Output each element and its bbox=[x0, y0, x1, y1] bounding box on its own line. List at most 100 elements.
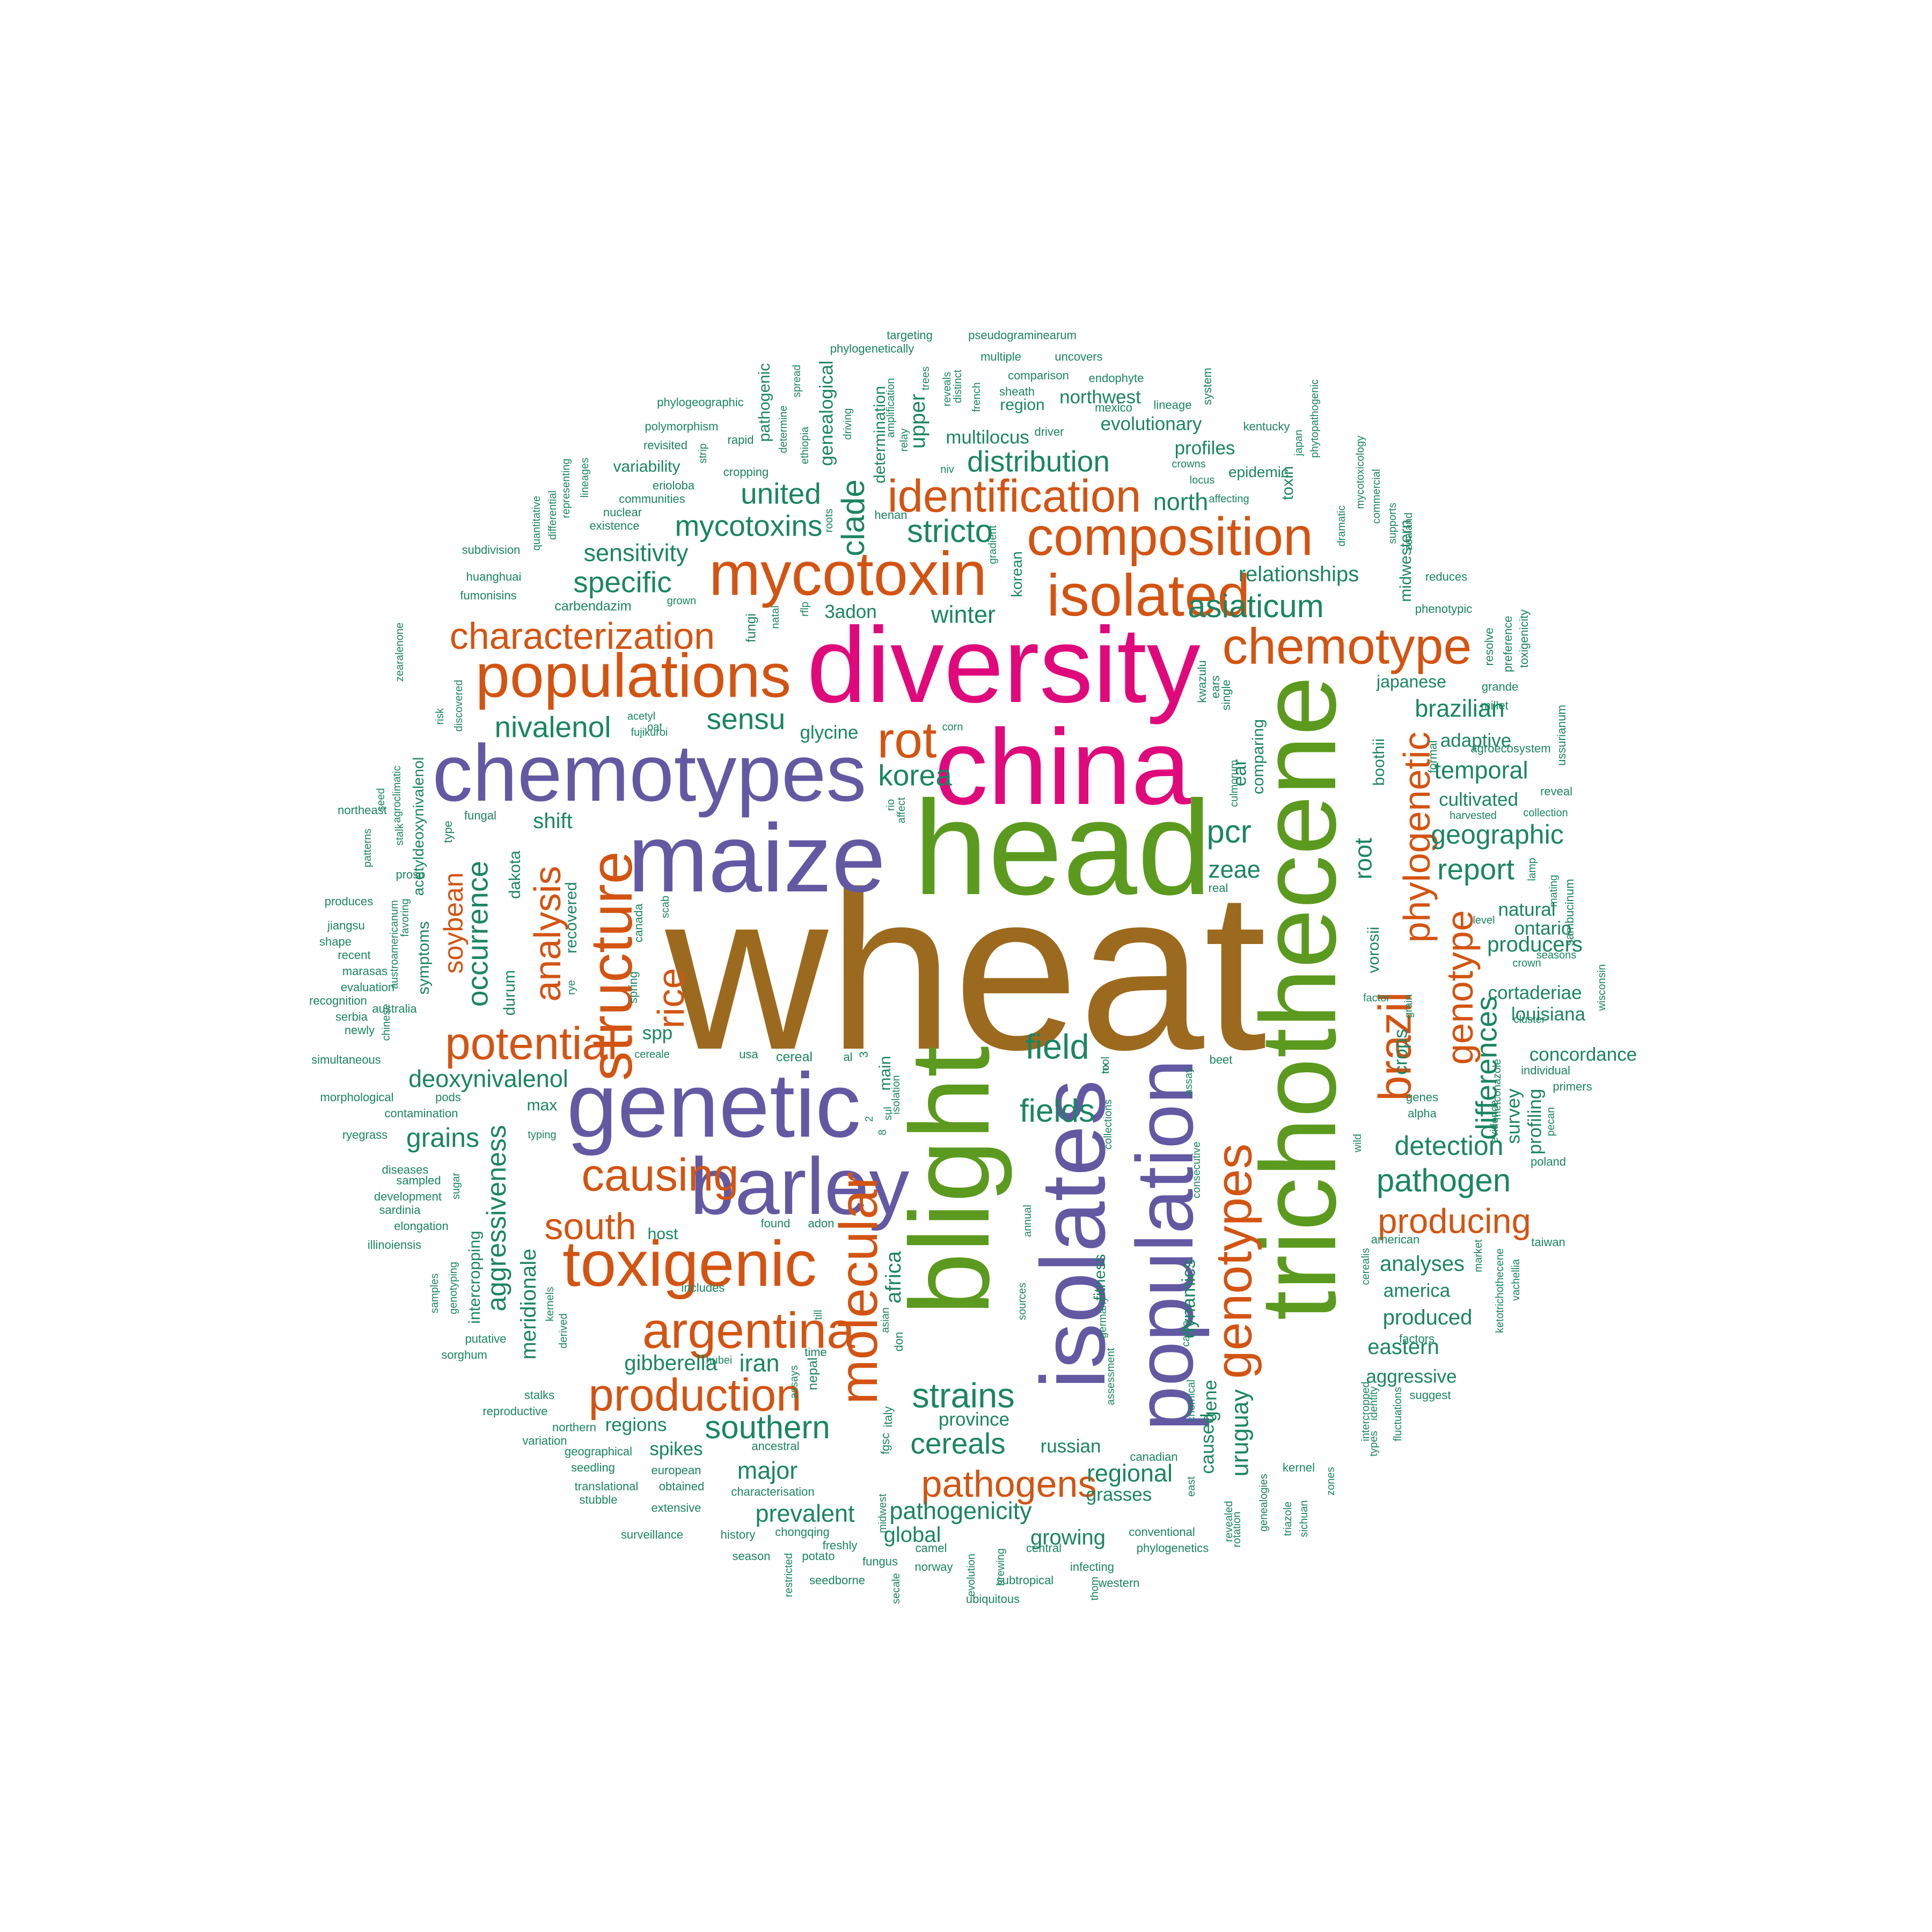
word-rflp: rflp bbox=[799, 602, 811, 617]
word-supports: supports bbox=[1387, 502, 1399, 544]
word-vachellia: vachellia bbox=[1510, 1259, 1522, 1301]
word-rio: rio bbox=[885, 799, 897, 811]
word-surveillance: surveillance bbox=[620, 1528, 684, 1541]
word-seedling: seedling bbox=[571, 1461, 615, 1474]
word-season: season bbox=[732, 1549, 771, 1563]
word-recovered: recovered bbox=[562, 882, 580, 954]
word-evaluation: evaluation bbox=[340, 980, 395, 994]
word-aggressiveness: aggressiveness bbox=[481, 1125, 511, 1312]
word-contamination: contamination bbox=[384, 1107, 458, 1120]
word-produces: produces bbox=[324, 895, 374, 908]
word-head: head bbox=[913, 773, 1212, 923]
word-stricto: stricto bbox=[906, 513, 993, 549]
word-japan: japan bbox=[1293, 429, 1305, 456]
word-endophyte: endophyte bbox=[1088, 371, 1144, 385]
word-northern: northern bbox=[552, 1421, 596, 1434]
word-alpha: alpha bbox=[1408, 1107, 1437, 1120]
word-sampled: sampled bbox=[396, 1174, 441, 1187]
word-zealand: zealand bbox=[1403, 512, 1415, 551]
word-camel: camel bbox=[915, 1541, 947, 1555]
word-collection: collection bbox=[1523, 807, 1568, 819]
word-grande: grande bbox=[1481, 680, 1519, 693]
word-sugar: sugar bbox=[450, 1172, 462, 1200]
word-conventional: conventional bbox=[1129, 1525, 1195, 1539]
word-spp: spp bbox=[642, 1022, 673, 1044]
word-causing: causing bbox=[581, 1150, 739, 1201]
word-identification: identification bbox=[887, 471, 1141, 522]
word-strip: strip bbox=[697, 443, 709, 464]
word-infecting: infecting bbox=[1070, 1560, 1114, 1574]
word-distribution: distribution bbox=[967, 444, 1110, 478]
word-evolution: evolution bbox=[965, 1553, 977, 1597]
word-phytopathogenic: phytopathogenic bbox=[1309, 379, 1321, 458]
word-fumonisins: fumonisins bbox=[460, 589, 517, 602]
word-kwazulu: kwazulu bbox=[1195, 660, 1209, 703]
word-market: market bbox=[1473, 1239, 1484, 1272]
word-temporal: temporal bbox=[1434, 756, 1528, 784]
word-culmorum: culmorum bbox=[1228, 760, 1240, 807]
word-norway: norway bbox=[914, 1560, 953, 1574]
word-recognition: recognition bbox=[309, 994, 367, 1007]
word-fungus: fungus bbox=[862, 1555, 898, 1568]
word-australia: australia bbox=[372, 1002, 417, 1015]
word-reveal: reveal bbox=[1540, 785, 1572, 798]
word-consecutive: consecutive bbox=[1191, 1141, 1203, 1198]
word-central: central bbox=[1026, 1541, 1062, 1555]
word-locus: locus bbox=[1189, 474, 1215, 486]
word-natural: natural bbox=[1498, 899, 1556, 920]
word-production: production bbox=[588, 1370, 802, 1421]
word-china: china bbox=[934, 707, 1191, 827]
word-africa: africa bbox=[882, 1251, 905, 1304]
word-ontario: ontario bbox=[1514, 918, 1572, 939]
word-canadian: canadian bbox=[1130, 1450, 1178, 1463]
word-geographic: geographic bbox=[1431, 819, 1564, 850]
word-sardinia: sardinia bbox=[379, 1203, 421, 1217]
word-caused: caused bbox=[1197, 1413, 1218, 1474]
word-single: single bbox=[1219, 679, 1233, 711]
word-midwest: midwest bbox=[877, 1494, 889, 1533]
word-revealed: revealed bbox=[1223, 1501, 1235, 1542]
word-illinoiensis: illinoiensis bbox=[367, 1238, 422, 1252]
word-natal: natal bbox=[770, 605, 781, 629]
word-pods: pods bbox=[435, 1091, 461, 1104]
word-amplification: amplification bbox=[885, 378, 897, 438]
word-cereals: cereals bbox=[910, 1426, 1006, 1460]
word-mycotoxins: mycotoxins bbox=[675, 509, 823, 543]
word-region: region bbox=[1000, 396, 1045, 414]
word-comparing: comparing bbox=[1249, 719, 1267, 795]
word-brewing: brewing bbox=[995, 1548, 1007, 1586]
word-uncovers: uncovers bbox=[1055, 350, 1103, 363]
word-tool: tool bbox=[1100, 1056, 1111, 1074]
word-isolation: isolation bbox=[890, 1075, 902, 1115]
word-jiangsu: jiangsu bbox=[327, 919, 365, 932]
word-lineages: lineages bbox=[579, 457, 591, 498]
word-composition: composition bbox=[1027, 507, 1313, 567]
word-cereale: cereale bbox=[634, 1049, 670, 1060]
word-america: america bbox=[1383, 1280, 1451, 1301]
word-lineage: lineage bbox=[1153, 398, 1192, 412]
word-evolutionary: evolutionary bbox=[1100, 413, 1202, 435]
word-analyses: analyses bbox=[1380, 1252, 1465, 1276]
word-fungal: fungal bbox=[464, 809, 496, 822]
word-stalks: stalks bbox=[524, 1388, 555, 1402]
word-acetyl: acetyl bbox=[627, 711, 656, 722]
word-carya: carya bbox=[1180, 1320, 1192, 1347]
word-shape: shape bbox=[319, 935, 352, 948]
word-variability: variability bbox=[613, 458, 680, 475]
word-rye: rye bbox=[566, 980, 577, 995]
word-durum: durum bbox=[501, 970, 518, 1016]
word-includes: includes bbox=[681, 1281, 725, 1294]
word-population: population bbox=[1119, 1059, 1210, 1431]
word-rapid: rapid bbox=[727, 433, 754, 447]
word-chongqing: chongqing bbox=[775, 1525, 830, 1539]
word-sichuan: sichuan bbox=[1298, 1500, 1310, 1538]
word-seedborne: seedborne bbox=[809, 1574, 865, 1587]
word-asiaticum: asiaticum bbox=[1188, 588, 1324, 624]
word-host: host bbox=[647, 1225, 678, 1243]
word-genealogical: genealogical bbox=[816, 360, 837, 466]
word-maize: maize bbox=[627, 804, 886, 912]
word-geographical: geographical bbox=[565, 1445, 632, 1458]
word-reproductive: reproductive bbox=[482, 1404, 548, 1418]
word-henan: henan bbox=[874, 508, 908, 522]
word-toxigenicity: toxigenicity bbox=[1517, 609, 1531, 668]
